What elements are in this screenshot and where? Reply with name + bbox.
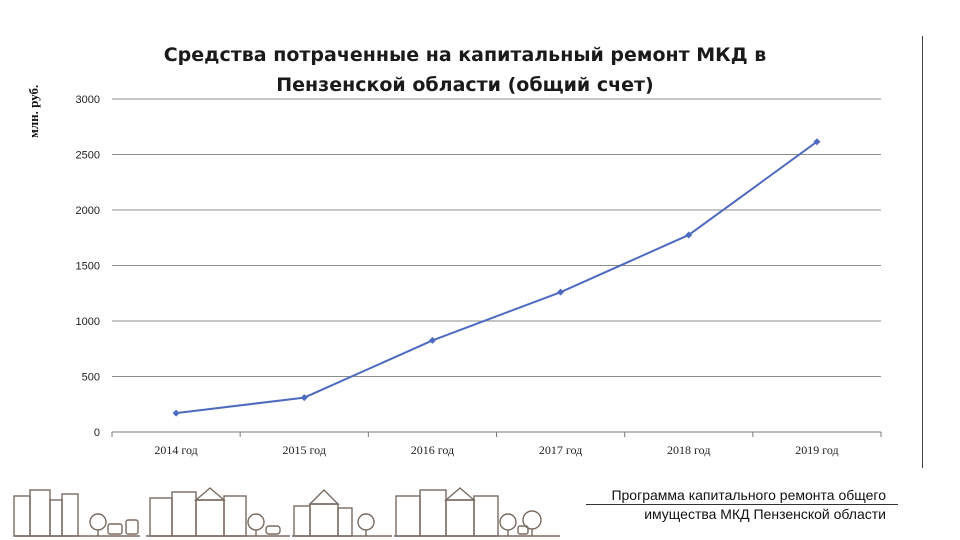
data-point-marker (557, 288, 565, 296)
y-tick-label: 2000 (76, 205, 100, 217)
chart-title-line-2: Пензенской области (общий счет) (276, 74, 654, 96)
line-chart: 0 500 1000 1500 2000 2500 3000 2014 год 2015 год… (76, 94, 882, 457)
city-skyline-decoration (13, 487, 560, 537)
y-tick-label: 3000 (76, 94, 100, 106)
footer-line-1: Программа капитального ремонта общего (611, 487, 886, 503)
y-tick-label: 2500 (76, 150, 100, 162)
x-tick-label: 2017 год (539, 443, 582, 457)
x-tick-label: 2019 год (795, 443, 838, 457)
footer-line-2: имущества МКД Пензенской области (644, 506, 886, 522)
x-tick-label: 2015 год (283, 443, 326, 457)
data-point-marker (428, 336, 436, 344)
data-point-marker (685, 231, 693, 239)
data-point-marker (172, 409, 180, 417)
y-tick-label: 1000 (76, 316, 100, 328)
slide-divider-line (922, 36, 923, 468)
y-tick-label: 1500 (76, 261, 100, 273)
y-tick-label: 500 (82, 372, 100, 384)
chart-title-line-1: Средства потраченные на капитальный ремо… (163, 44, 767, 66)
series-line (175, 140, 818, 415)
footer-rule (586, 504, 898, 505)
y-tick-label: 0 (94, 427, 100, 439)
data-point-marker (300, 394, 308, 402)
x-tick-label: 2014 год (154, 443, 197, 457)
footer-caption: Программа капитального ремонта общего им… (611, 486, 886, 524)
x-tick-label: 2016 год (411, 443, 454, 457)
data-point-marker (813, 138, 821, 146)
x-tick-label: 2018 год (667, 443, 710, 457)
chart-title: Средства потраченные на капитальный ремо… (150, 40, 780, 100)
